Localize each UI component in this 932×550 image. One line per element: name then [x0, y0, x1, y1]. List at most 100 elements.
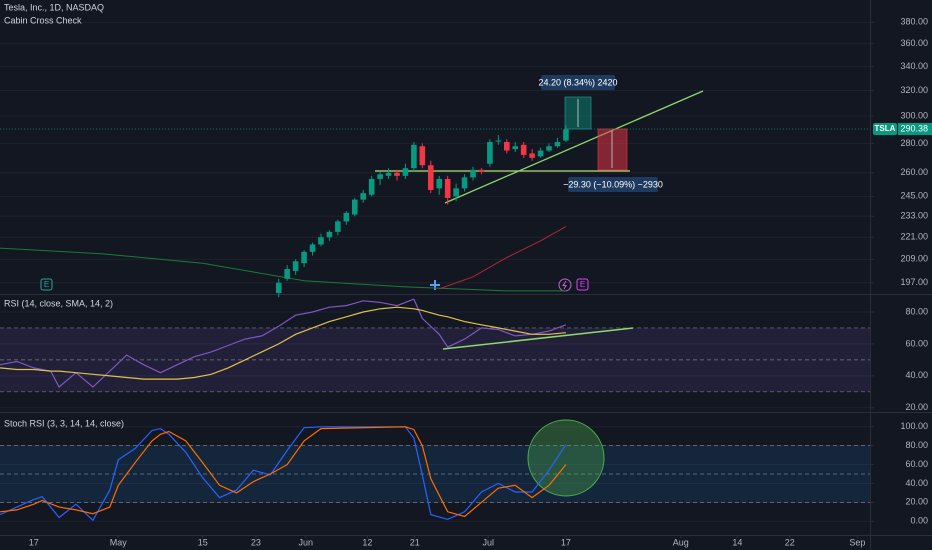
- candle-body: [546, 146, 552, 151]
- candle-body: [351, 199, 358, 215]
- x-tick-label: Sep: [849, 537, 865, 547]
- candle-body: [309, 244, 316, 252]
- candle-body: [419, 146, 426, 166]
- candle-body: [335, 221, 341, 232]
- x-tick-label: 17: [561, 537, 571, 547]
- bands: [0, 327, 870, 503]
- y-tick-label: 80.00: [905, 306, 928, 316]
- candle-body: [537, 150, 544, 157]
- candle-body: [495, 140, 502, 142]
- y-tick-label: 197.00: [900, 277, 928, 287]
- stop-zone[interactable]: [597, 128, 628, 171]
- candle-body: [343, 212, 350, 222]
- y-tick-label: 245.00: [900, 191, 928, 201]
- candle-body: [427, 165, 434, 190]
- earnings-marker-label: E: [44, 280, 49, 289]
- target-label-box: [541, 75, 615, 90]
- x-tick-label: 15: [198, 537, 208, 547]
- x-tick-label: 12: [362, 537, 372, 547]
- candle-body: [478, 169, 485, 172]
- candle-body: [275, 282, 282, 293]
- x-tick-label: Jun: [299, 537, 314, 547]
- y-tick-label: 360.00: [900, 38, 928, 48]
- y-tick-label: 320.00: [900, 85, 928, 95]
- y-tick-label: 260.00: [900, 167, 928, 177]
- x-tick-label: 22: [785, 537, 795, 547]
- candle-body: [368, 178, 375, 195]
- symbol-label: TSLA: [875, 124, 896, 133]
- candle-body: [394, 172, 400, 176]
- y-tick-label: 300.00: [900, 110, 928, 120]
- rsi-title: RSI (14, close, SMA, 14, 2): [4, 298, 113, 308]
- candle-body: [436, 178, 443, 189]
- candle-body: [284, 268, 290, 279]
- y-tick-label: 100.00: [900, 421, 928, 431]
- candle-body: [487, 141, 493, 164]
- x-tick-label: Aug: [673, 537, 689, 547]
- candle-body: [292, 261, 299, 271]
- candle-body: [503, 141, 510, 151]
- moving-average: [0, 247, 566, 292]
- candle-body: [529, 153, 535, 158]
- candle-body: [470, 169, 476, 178]
- candle-body: [385, 172, 392, 176]
- chart-title: Tesla, Inc., 1D, NASDAQ: [4, 2, 104, 12]
- highlight-circle[interactable]: [527, 419, 605, 497]
- x-tick-label: 23: [251, 537, 261, 547]
- rsi-trendline[interactable]: [442, 327, 634, 350]
- target-label: 24.20 (8.34%) 2420: [538, 77, 617, 87]
- y-tick-label: 20.00: [905, 497, 928, 507]
- stop-label: −29.30 (−10.09%) −2930: [563, 179, 663, 189]
- y-tick-label: 209.00: [900, 254, 928, 264]
- y-tick-label: 40.00: [905, 370, 928, 380]
- y-tick-label: 221.00: [900, 232, 928, 242]
- x-tick-label: 21: [410, 537, 420, 547]
- x-tick-label: May: [110, 537, 128, 547]
- y-tick-label: 280.00: [900, 138, 928, 148]
- grid: [0, 21, 870, 522]
- earnings-marker[interactable]: [40, 278, 53, 291]
- indicator-line: [0, 426, 567, 518]
- x-tick-label: 17: [29, 537, 39, 547]
- candle-body: [411, 144, 417, 169]
- candle-body: [461, 177, 468, 189]
- indicator-line: [0, 306, 566, 380]
- y-tick-label: 340.00: [900, 61, 928, 71]
- candle-body: [301, 251, 307, 264]
- stoch-title: Stoch RSI (3, 3, 14, 14, close): [4, 418, 124, 428]
- last-price-label: 290.38: [900, 123, 928, 133]
- candle-body: [512, 146, 519, 150]
- symbol-badge: [873, 122, 897, 135]
- candle-body: [318, 237, 324, 245]
- candle-body: [402, 168, 409, 176]
- candle-body: [326, 231, 333, 238]
- earnings-marker[interactable]: [576, 278, 589, 291]
- candle-body: [444, 178, 451, 198]
- marks: 197.00 209.00 221.00 233.00 245.00 260.00 280.…: [0, 17, 932, 547]
- indicator-name: Cabin Cross Check: [4, 15, 82, 25]
- y-tick-label: 380.00: [900, 17, 928, 27]
- x-tick-label: Jul: [482, 537, 494, 547]
- candle-body: [377, 174, 383, 179]
- stop-label-box: [568, 177, 658, 192]
- candle-body: [563, 129, 569, 141]
- candle-body: [360, 193, 367, 200]
- candle-body: [554, 141, 561, 147]
- trendline-drawing[interactable]: [444, 90, 704, 204]
- candle-body: [453, 188, 459, 197]
- last-price-badge: [898, 122, 932, 135]
- indicator-line: [0, 298, 567, 388]
- y-tick-label: 80.00: [905, 440, 928, 450]
- moving-average: [439, 226, 567, 290]
- y-tick-label: 60.00: [905, 459, 928, 469]
- y-tick-label: 0.00: [910, 516, 928, 526]
- y-tick-label: 60.00: [905, 338, 928, 348]
- y-tick-label: 233.00: [900, 211, 928, 221]
- y-tick-label: 20.00: [905, 402, 928, 412]
- y-tick-label: 40.00: [905, 478, 928, 488]
- candle-body: [520, 144, 527, 155]
- x-tick-label: 14: [732, 537, 742, 547]
- earnings-marker-label: E: [580, 280, 585, 289]
